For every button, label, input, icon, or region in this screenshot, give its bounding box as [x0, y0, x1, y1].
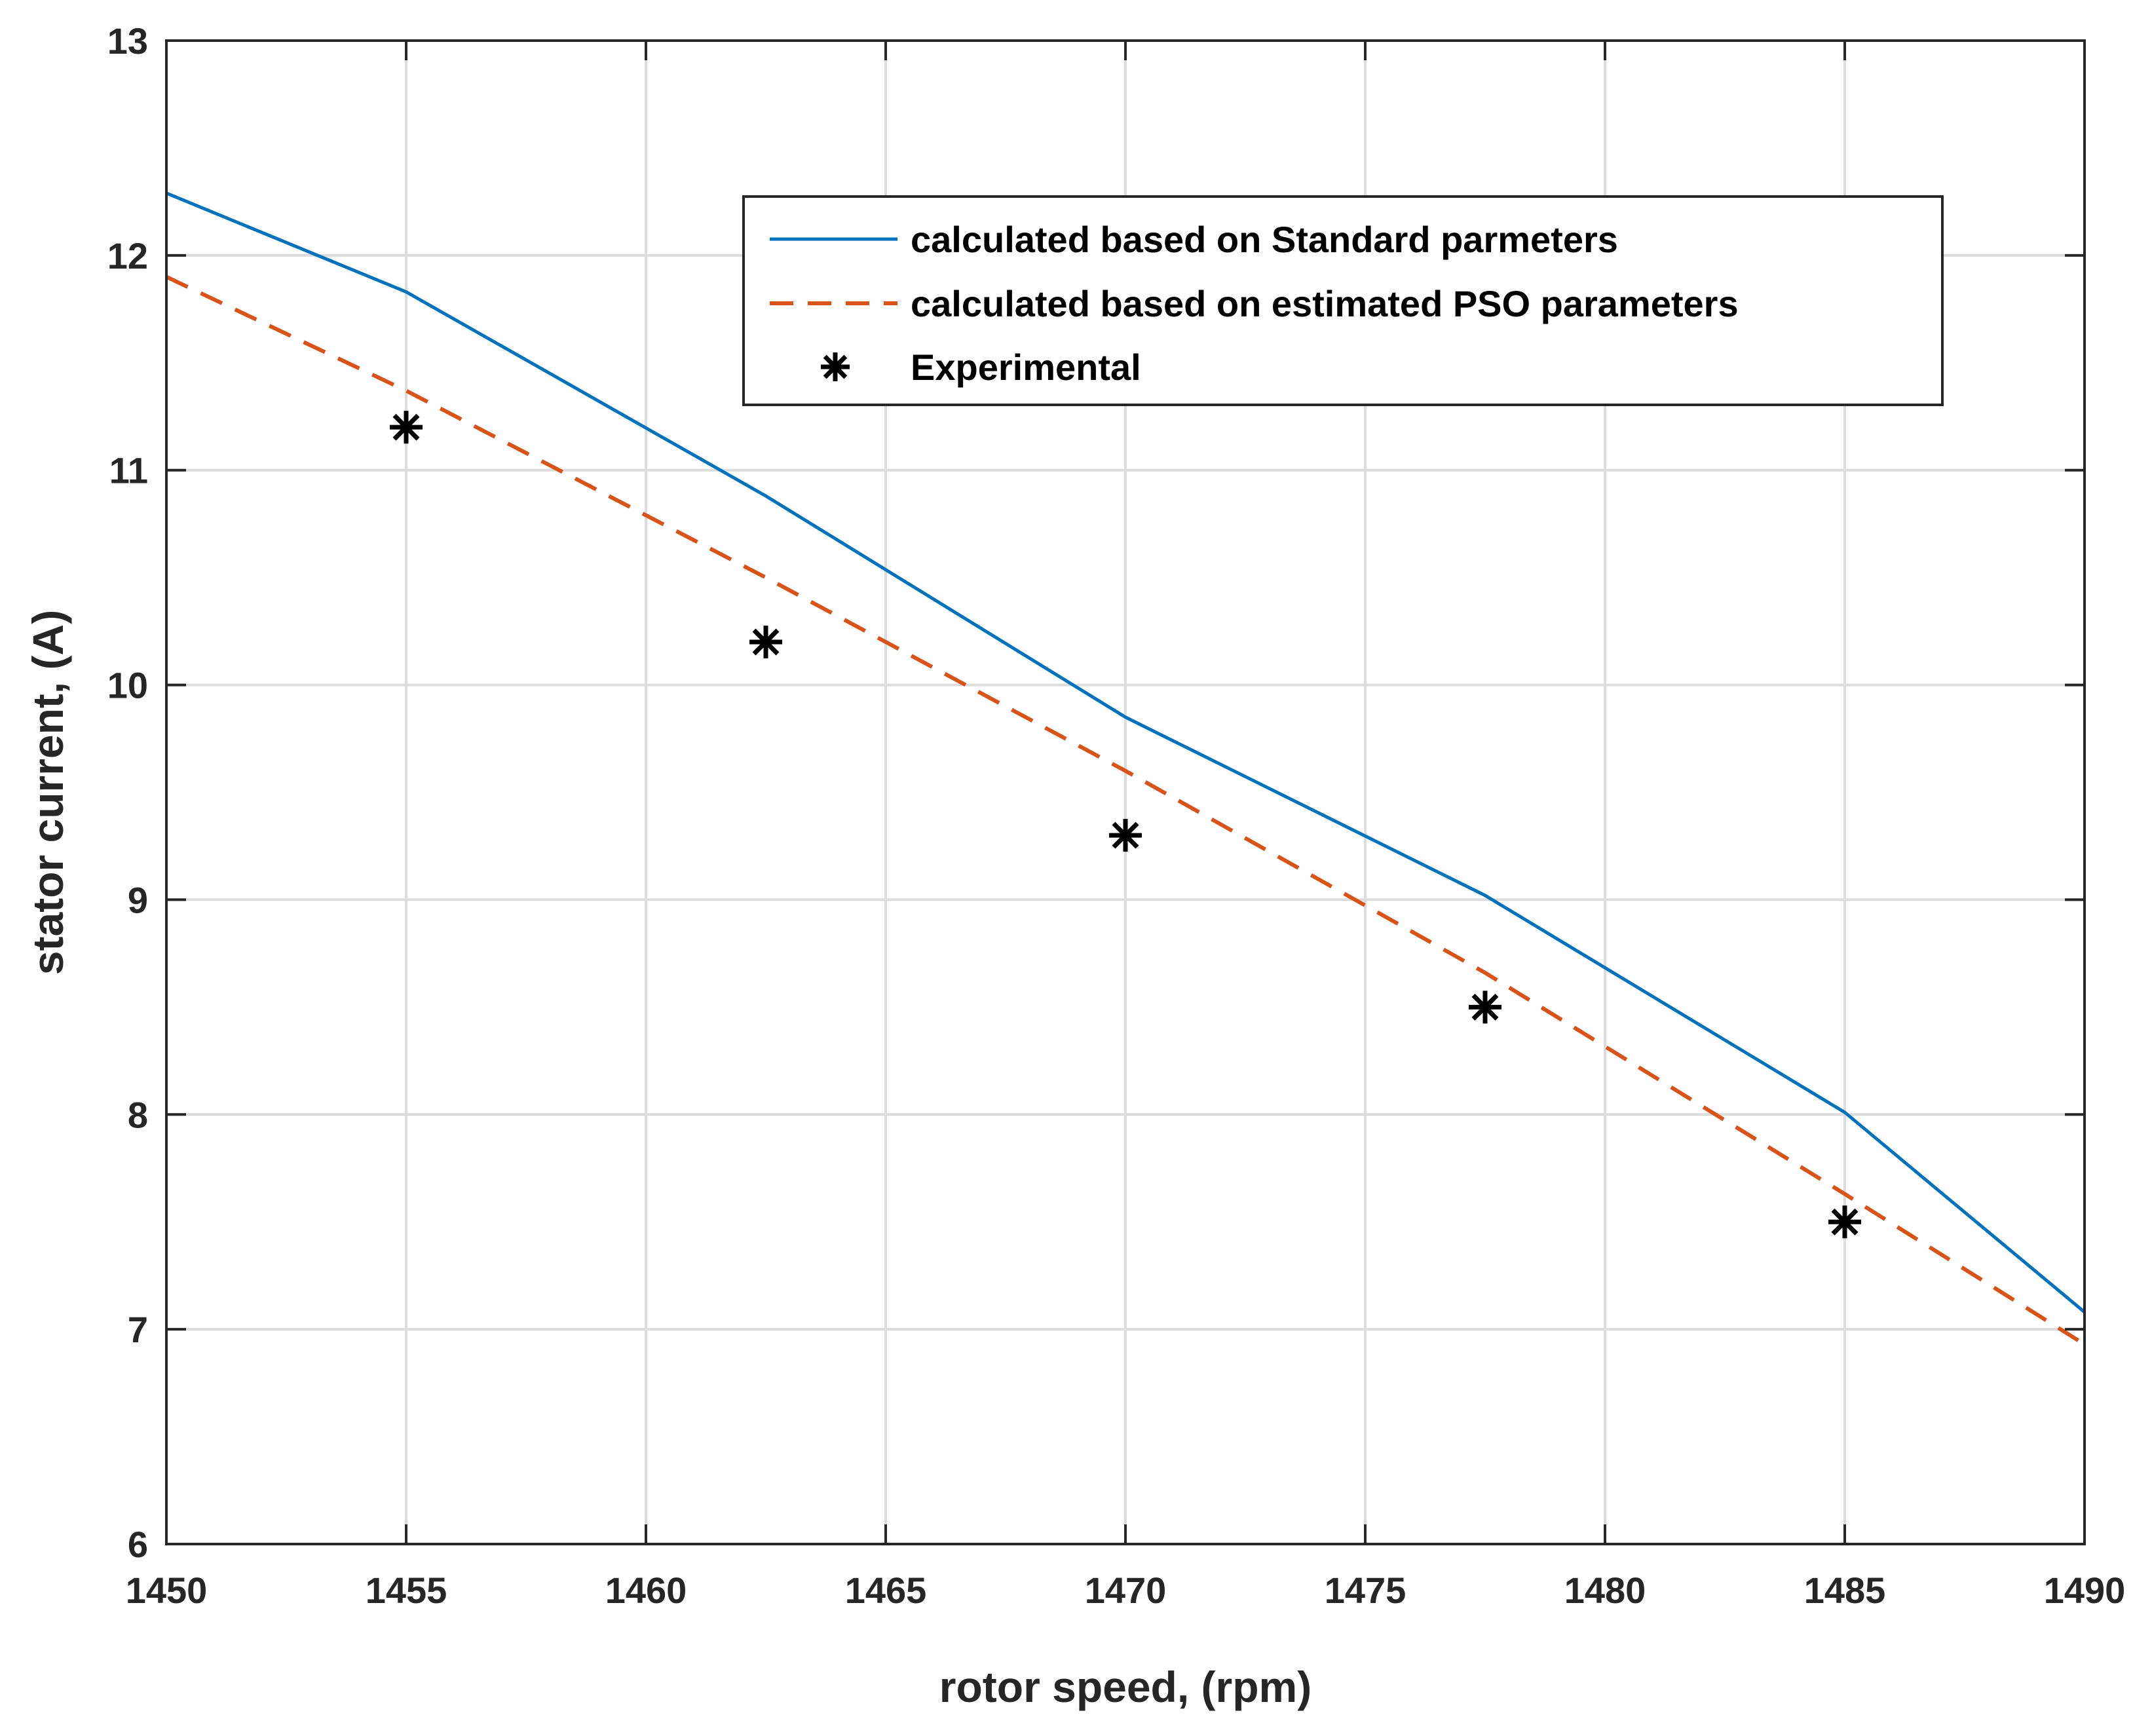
legend-label-1: calculated based on Standard parmeters — [911, 219, 1618, 260]
legend-label-3: Experimental — [911, 347, 1141, 388]
legend-label-2: calculated based on estimated PSO parame… — [911, 283, 1739, 324]
legend-items: calculated based on Standard parmeters ca… — [770, 219, 1739, 388]
series-3-point — [1109, 819, 1142, 852]
y-tick-label: 11 — [109, 450, 148, 491]
x-tick-label: 1455 — [366, 1570, 447, 1611]
asterisk-stroke — [752, 628, 780, 656]
series-1-line — [166, 191, 2086, 1313]
asterisk-stroke — [1112, 821, 1139, 849]
x-tick-label: 1465 — [845, 1570, 927, 1611]
x-tick-label: 1480 — [1564, 1570, 1646, 1611]
y-axis-title: stator current, (A) — [24, 610, 72, 975]
x-tick-label: 1450 — [126, 1570, 208, 1611]
x-tick-label: 1490 — [2044, 1570, 2126, 1611]
series-3-point — [749, 626, 782, 658]
series-3-point — [1828, 1205, 1861, 1239]
asterisk-stroke — [1471, 993, 1499, 1021]
y-tick-label: 9 — [128, 879, 148, 920]
x-tick-label: 1485 — [1804, 1570, 1886, 1611]
legend-marker-3 — [821, 352, 850, 381]
series-2-line — [165, 274, 2086, 1346]
series-layer — [165, 191, 2086, 1346]
series-3-point — [1469, 991, 1501, 1024]
y-tick-label: 8 — [128, 1094, 148, 1135]
x-tick-label: 1470 — [1085, 1570, 1167, 1611]
y-tick-label: 10 — [107, 665, 148, 706]
tick-labels: 1450 1455 1460 1465 1470 1475 1480 1485 1490 6 7 8 9… — [107, 20, 2126, 1611]
x-axis-title: rotor speed, (rpm) — [939, 1663, 1312, 1711]
series-3-point — [390, 411, 423, 444]
x-tick-label: 1475 — [1325, 1570, 1406, 1611]
y-tick-label: 13 — [107, 20, 148, 62]
y-tick-label: 7 — [128, 1309, 148, 1350]
asterisk-stroke — [392, 413, 420, 441]
asterisk-stroke — [823, 354, 848, 379]
asterisk-stroke — [1831, 1208, 1859, 1236]
ticks — [165, 39, 2086, 1545]
y-tick-label: 6 — [128, 1524, 148, 1565]
y-tick-label: 12 — [107, 235, 148, 276]
legend: calculated based on Standard parmeters ca… — [742, 195, 1944, 406]
x-tick-label: 1460 — [605, 1570, 687, 1611]
legend-box — [742, 195, 1944, 406]
